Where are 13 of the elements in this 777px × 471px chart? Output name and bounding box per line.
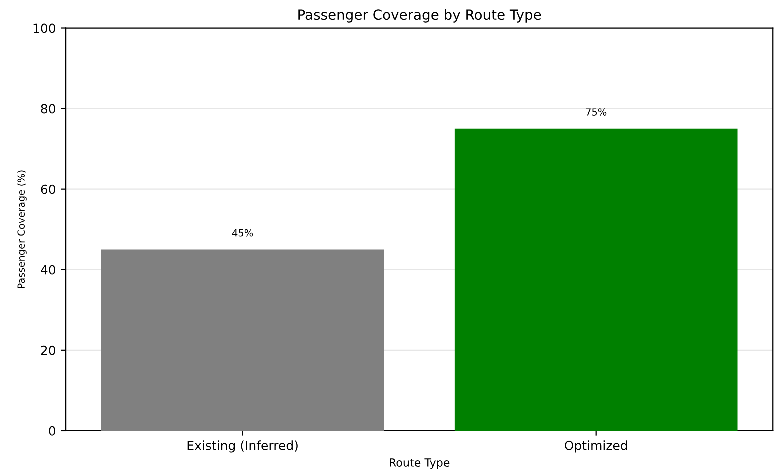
y-axis-title: Passenger Coverage (%) xyxy=(18,170,27,288)
data-label: 45% xyxy=(232,229,254,237)
y-tick-label: 40 xyxy=(41,265,56,275)
y-tick-label: 0 xyxy=(49,426,56,436)
x-axis-title: Route Type xyxy=(390,458,450,470)
y-tick-label: 20 xyxy=(41,346,56,356)
y-tick-label: 60 xyxy=(41,184,56,194)
data-label: 75% xyxy=(586,108,607,116)
x-tick-label: Existing (Inferred) xyxy=(188,440,298,453)
y-tick-label: 100 xyxy=(34,24,56,34)
y-tick-label: 80 xyxy=(41,104,56,114)
chart-title: Passenger Coverage by Route Type xyxy=(298,9,542,23)
x-tick-label: Optimized xyxy=(565,440,628,453)
